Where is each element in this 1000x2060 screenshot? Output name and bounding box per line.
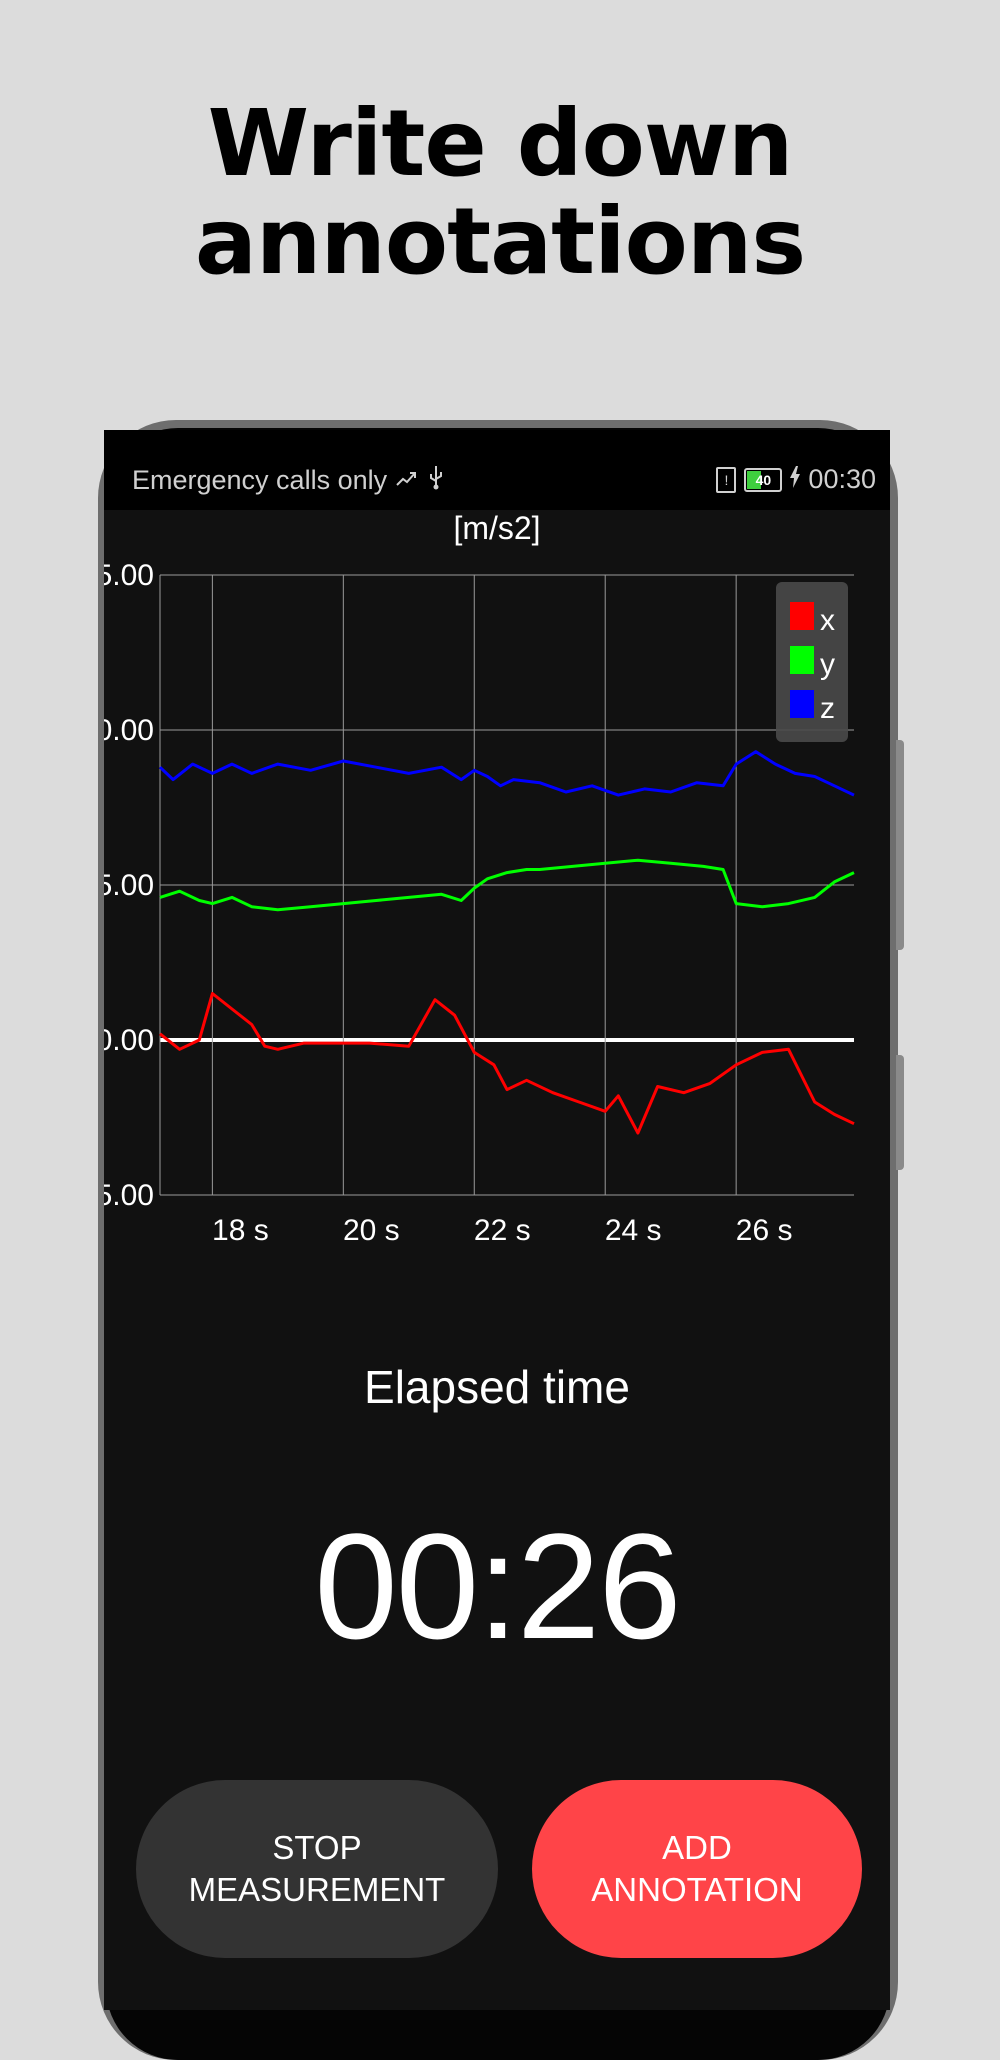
battery-icon: 40 [744,467,783,492]
series-line-z [158,750,855,797]
accelerometer-chart: 15.00 10.00 5.00 0.00 -5.00 18 s 20 s 22 s 24 s 2… [104,559,855,1247]
chart-unit-label: [m/s2] [453,510,541,546]
legend-swatch-y [790,646,814,674]
x-tick-label: 18 s [212,1214,269,1247]
signal-trend-icon [395,465,419,496]
app-screen: Emergency calls only ! 40 00:30 [m/s2] 1… [104,430,890,2010]
elapsed-time-label: Elapsed time [364,1361,630,1413]
legend-label-x: x [820,604,835,637]
y-tick-label: 10.00 [104,714,154,747]
clock-time: 00:30 [808,464,876,494]
phone-volume-button [896,740,904,950]
elapsed-time-value: 00:26 [314,1502,681,1670]
x-tick-label: 20 s [343,1214,400,1247]
stop-measurement-button[interactable]: STOP MEASUREMENT [136,1780,498,1958]
usb-icon [427,464,445,497]
y-tick-label: 5.00 [104,869,154,902]
y-tick-label: 15.00 [104,559,154,592]
y-tick-label: -5.00 [104,1179,154,1212]
x-tick-label: 22 s [474,1214,531,1247]
legend-swatch-z [790,690,814,718]
legend-label-z: z [820,692,835,725]
charging-bolt-icon [790,464,801,495]
add-annotation-button[interactable]: ADD ANNOTATION [532,1780,862,1958]
sd-card-warning-icon: ! [716,466,737,493]
legend-swatch-x [790,602,814,630]
x-tick-label: 24 s [605,1214,662,1247]
battery-level: 40 [755,471,772,488]
series-line-y [159,858,855,912]
status-bar: Emergency calls only ! 40 00:30 [104,430,890,510]
headline-line-2: annotations [194,188,806,295]
headline: Write down annotations [0,95,1000,291]
legend-label-y: y [820,648,835,681]
y-tick-label: 0.00 [104,1024,154,1057]
x-tick-label: 26 s [736,1214,793,1247]
headline-line-1: Write down [207,90,794,197]
phone-power-button [896,1055,904,1170]
series-line-x [159,992,855,1135]
carrier-text: Emergency calls only [132,465,388,495]
